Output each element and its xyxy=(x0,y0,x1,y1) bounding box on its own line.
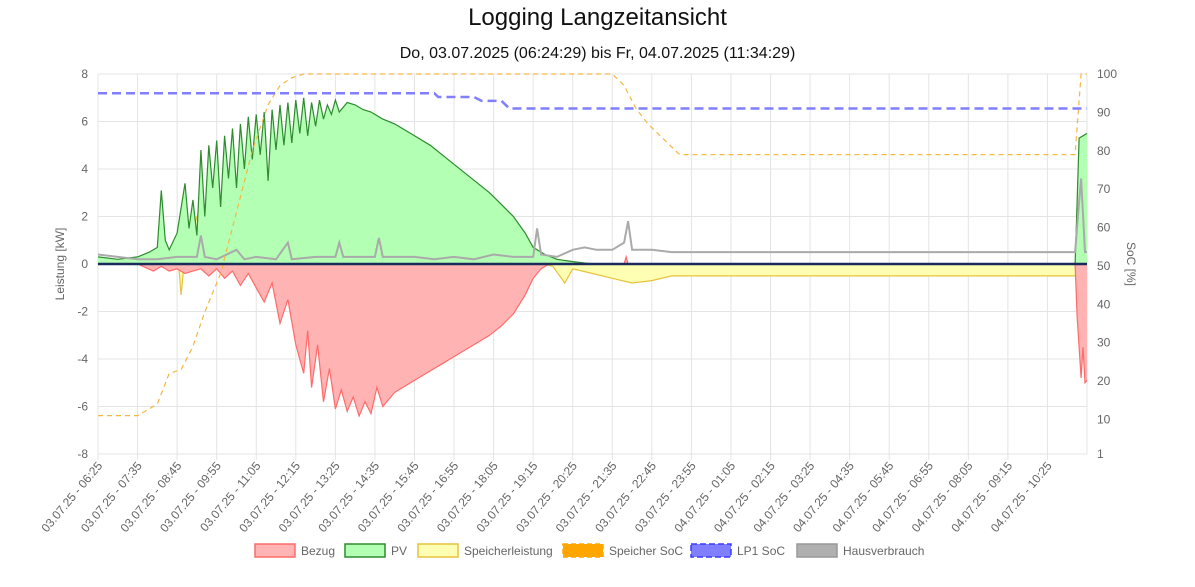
chart-subtitle: Do, 03.07.2025 (06:24:29) bis Fr, 04.07.… xyxy=(399,45,796,62)
series-hausverbrauch-line xyxy=(97,178,1087,261)
y-axis-right-label: SoC [%] xyxy=(1124,242,1138,286)
legend-item-speicherleistung[interactable]: Speicherleistung xyxy=(417,543,553,558)
legend-item-lp1-soc[interactable]: LP1 SoC xyxy=(690,543,785,558)
legend-item-pv[interactable]: PV xyxy=(344,543,407,558)
y-right-tick-label: 10 xyxy=(1097,412,1111,426)
legend-item-bezug[interactable]: Bezug xyxy=(254,543,335,558)
y-right-tick-label: 40 xyxy=(1097,297,1111,311)
series-pv-area xyxy=(98,97,1087,264)
y-right-tick-label: 30 xyxy=(1097,336,1111,350)
y-left-tick-label: 8 xyxy=(81,67,88,81)
legend-swatch xyxy=(417,543,459,558)
series-pv-line xyxy=(97,97,1088,265)
y-right-tick-label: 1 xyxy=(1097,447,1104,461)
legend-label: Speicher SoC xyxy=(609,544,683,558)
y-left-tick-label: 6 xyxy=(81,115,88,129)
y-right-tick-label: 50 xyxy=(1097,259,1111,273)
legend-swatch xyxy=(344,543,386,558)
y-axis-left-label: Leistung [kW] xyxy=(53,228,67,301)
y-right-tick-label: 100 xyxy=(1097,67,1117,81)
chart-title: Logging Langzeitansicht xyxy=(468,4,727,31)
legend-item-hausverbrauch[interactable]: Hausverbrauch xyxy=(796,543,924,558)
y-left-tick-label: 2 xyxy=(81,210,88,224)
series-bezug-line xyxy=(97,254,1088,418)
legend-label: Bezug xyxy=(301,544,335,558)
axes: -8-6-4-202468110203040506070809010003.07… xyxy=(38,67,1117,535)
y-right-tick-label: 20 xyxy=(1097,374,1111,388)
y-left-tick-label: 0 xyxy=(81,257,88,271)
legend-label: Speicherleistung xyxy=(464,544,553,558)
series-layer xyxy=(97,73,1088,418)
y-right-tick-label: 70 xyxy=(1097,182,1111,196)
series-speicherleistung-area xyxy=(98,204,1087,295)
legend: Bezug PV Speicherleistung Speicher SoC LP1 S… xyxy=(254,543,924,558)
y-right-tick-label: 90 xyxy=(1097,105,1111,119)
legend-label: LP1 SoC xyxy=(737,544,785,558)
series-bezug-area xyxy=(98,256,1087,416)
y-left-tick-label: 4 xyxy=(81,162,88,176)
y-left-tick-label: -4 xyxy=(77,352,88,366)
y-left-tick-label: -2 xyxy=(77,305,88,319)
legend-label: PV xyxy=(391,544,407,558)
legend-swatch xyxy=(562,543,604,558)
y-right-tick-label: 60 xyxy=(1097,221,1111,235)
legend-swatch xyxy=(254,543,296,558)
legend-swatch xyxy=(690,543,732,558)
series-lp1-soc-line xyxy=(98,91,1087,110)
y-left-tick-label: -6 xyxy=(77,400,88,414)
y-left-tick-label: -8 xyxy=(77,447,88,461)
legend-label: Hausverbrauch xyxy=(843,544,924,558)
legend-item-speicher-soc[interactable]: Speicher SoC xyxy=(562,543,683,558)
legend-swatch xyxy=(796,543,838,558)
series-speicher-soc-line xyxy=(98,73,1087,417)
y-right-tick-label: 80 xyxy=(1097,144,1111,158)
